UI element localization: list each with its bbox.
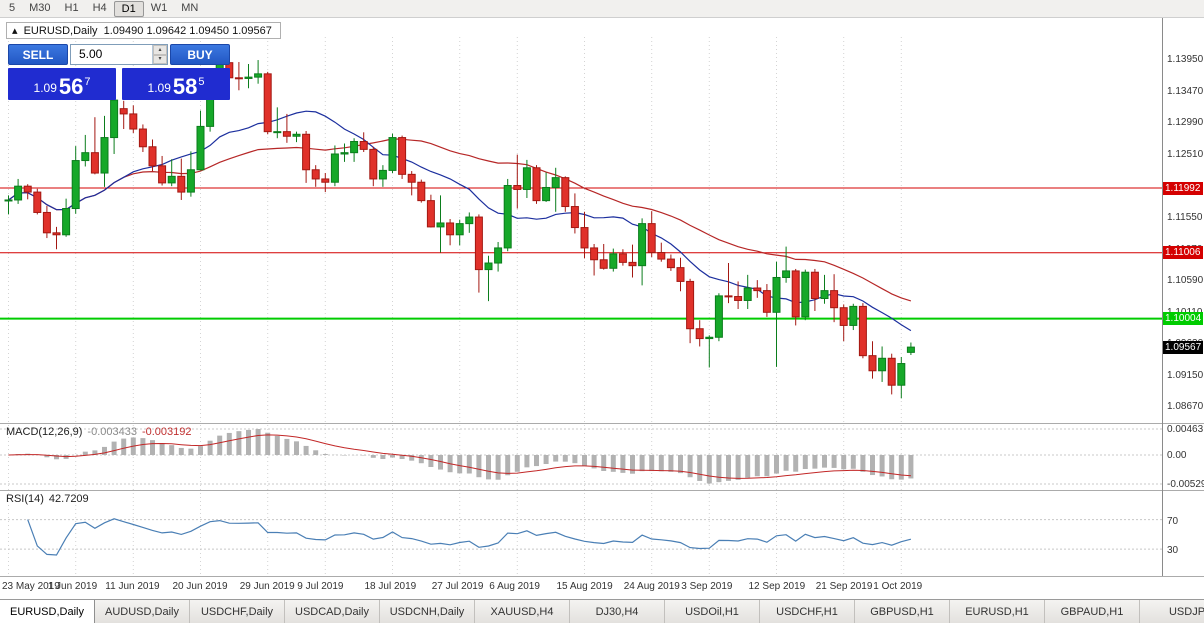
rsi-axis-tick: 70 — [1167, 516, 1179, 527]
rsi-axis-tick: 30 — [1167, 545, 1179, 556]
price-axis-tick: 1.11550 — [1167, 212, 1203, 224]
ask-price-big-digits: 58 — [172, 74, 198, 99]
date-axis[interactable]: 23 May 2019 1 Jun 2019 11 Jun 2019 20 Jun 2… — [0, 577, 1162, 599]
date-axis-label: 23 May 2019 — [2, 581, 60, 592]
sell-button[interactable]: SELL — [8, 44, 68, 65]
price-axis-tick: 1.09150 — [1167, 369, 1204, 381]
chart-caption: ▴ EURUSD,Daily 1.09490 1.09642 1.09450 1… — [6, 22, 281, 39]
price-axis-tick: 1.08670 — [1167, 401, 1204, 413]
macd-panel-separator[interactable] — [0, 423, 1204, 424]
candles — [4, 56, 915, 399]
macd-label: MACD(12,26,9) -0.003433 -0.003192 — [6, 426, 192, 438]
hline-price-tag: 1.11992 — [1163, 181, 1203, 195]
volume-up-button[interactable]: ▴ — [153, 45, 167, 55]
macd-signal-line — [8, 434, 911, 479]
hline-price-tag: 1.11006 — [1163, 246, 1203, 260]
ask-price-pipette: 5 — [198, 76, 205, 88]
date-axis-label: 11 Jun 2019 — [105, 581, 160, 592]
bid-price-big-digits: 56 — [58, 74, 84, 99]
price-chart-canvas[interactable] — [0, 18, 1204, 599]
macd-histogram — [15, 429, 914, 484]
one-click-trading-panel: SELL 5.00 ▴ ▾ BUY 1.09 56 7 1.09 58 5 — [8, 44, 230, 100]
rsi-panel-separator[interactable] — [0, 490, 1204, 491]
chart-tab-usdoil-h1[interactable]: USDOil,H1 — [665, 600, 760, 623]
chart-tab-eurusd-h1[interactable]: EURUSD,H1 — [950, 600, 1045, 623]
timeframe-button-h4[interactable]: H4 — [92, 1, 107, 14]
date-axis-label: 21 Sep 2019 — [815, 581, 873, 592]
date-axis-label: 1 Jun 2019 — [47, 581, 98, 592]
timeframe-button-5[interactable]: 5 — [9, 1, 16, 14]
ma-fast-line — [8, 110, 912, 332]
timeframe-button-m30[interactable]: M30 — [29, 1, 51, 14]
chart-tab-gbpaud-h1[interactable]: GBPAUD,H1 — [1045, 600, 1140, 623]
macd-level-lines — [0, 428, 1162, 485]
date-axis-label: 18 Jul 2019 — [364, 581, 417, 592]
timeframe-button-d1[interactable]: D1 — [113, 0, 144, 17]
macd-main-value: -0.003433 — [87, 426, 137, 438]
date-axis-label: 9 Jul 2019 — [297, 581, 344, 592]
chart-tab-usdcnh-daily[interactable]: USDCNH,Daily — [380, 600, 475, 623]
price-axis-border — [1162, 18, 1163, 576]
caption-ohlc: 1.09490 1.09642 1.09450 1.09567 — [103, 25, 272, 37]
price-axis-tick: 1.12510 — [1167, 148, 1204, 160]
hline-price-tag: 1.10004 — [1163, 312, 1204, 326]
macd-name: MACD(12,26,9) — [6, 426, 83, 438]
chart-tab-xauusd-h4[interactable]: XAUUSD,H4 — [475, 600, 570, 623]
volume-spinner[interactable]: 5.00 ▴ ▾ — [70, 44, 168, 65]
price-axis-tick: 1.12990 — [1167, 117, 1204, 129]
date-axis-label: 1 Oct 2019 — [873, 581, 923, 592]
ask-price-prefix: 1.09 — [147, 81, 171, 95]
date-axis-label: 27 Jul 2019 — [431, 581, 484, 592]
collapse-triangle-icon[interactable]: ▴ — [12, 25, 18, 37]
timeframe-button-h1[interactable]: H1 — [64, 1, 79, 14]
macd-axis-tick: 0.00 — [1167, 450, 1187, 461]
ask-price-display[interactable]: 1.09 58 5 — [122, 68, 230, 100]
rsi-name: RSI(14) — [6, 493, 44, 505]
chart-tab-usdchf-h1[interactable]: USDCHF,H1 — [760, 600, 855, 623]
timeframe-toolbar: 5 M30 H1 H4 D1 W1 MN — [0, 0, 1204, 18]
current-price-tag: 1.09567 — [1163, 340, 1204, 354]
bid-price-display[interactable]: 1.09 56 7 — [8, 68, 116, 100]
caption-symbol: EURUSD,Daily — [23, 25, 98, 37]
price-axis-tick: 1.10590 — [1167, 275, 1204, 287]
bid-price-pipette: 7 — [84, 76, 91, 88]
chart-tab-bar: EURUSD,Daily AUDUSD,Daily USDCHF,Daily USDC… — [0, 599, 1204, 623]
price-axis-tick: 1.13950 — [1167, 54, 1204, 66]
horizontal-level-lines[interactable] — [0, 187, 1162, 320]
date-axis-label: 29 Jun 2019 — [239, 581, 295, 592]
chart-tab-eurusd-daily[interactable]: EURUSD,Daily — [0, 600, 95, 623]
chart-tab-gbpusd-h1[interactable]: GBPUSD,H1 — [855, 600, 950, 623]
chart-tab-usdjp[interactable]: USDJP — [1140, 600, 1204, 623]
timeframe-button-w1[interactable]: W1 — [150, 1, 168, 14]
volume-value[interactable]: 5.00 — [79, 47, 103, 61]
rsi-label: RSI(14) 42.7209 — [6, 493, 89, 505]
bid-price-prefix: 1.09 — [33, 81, 57, 95]
chart-tab-audusd-daily[interactable]: AUDUSD,Daily — [95, 600, 190, 623]
date-axis-label: 12 Sep 2019 — [748, 581, 806, 592]
date-axis-label: 3 Sep 2019 — [681, 581, 733, 592]
macd-axis-tick: 0.00463 — [1167, 424, 1204, 435]
macd-axis-tick: -0.00529 — [1167, 479, 1204, 490]
chart-tab-usdchf-daily[interactable]: USDCHF,Daily — [190, 600, 285, 623]
chart-tab-dj30-h4[interactable]: DJ30,H4 — [570, 600, 665, 623]
buy-button[interactable]: BUY — [170, 44, 230, 65]
rsi-value: 42.7209 — [48, 493, 89, 505]
chart-area: ▴ EURUSD,Daily 1.09490 1.09642 1.09450 1… — [0, 18, 1204, 599]
rsi-level-lines — [0, 519, 1162, 550]
date-axis-label: 20 Jun 2019 — [172, 581, 228, 592]
macd-signal-value: -0.003192 — [141, 426, 192, 438]
chart-tab-usdcad-daily[interactable]: USDCAD,Daily — [285, 600, 380, 623]
date-axis-separator — [0, 576, 1204, 577]
date-axis-label: 15 Aug 2019 — [556, 581, 613, 592]
date-axis-label: 24 Aug 2019 — [623, 581, 680, 592]
date-axis-label: 6 Aug 2019 — [489, 581, 540, 592]
timeframe-button-mn[interactable]: MN — [181, 1, 199, 14]
price-axis-tick: 1.13470 — [1167, 85, 1204, 97]
volume-down-button[interactable]: ▾ — [153, 54, 167, 64]
rsi-line — [27, 518, 912, 556]
